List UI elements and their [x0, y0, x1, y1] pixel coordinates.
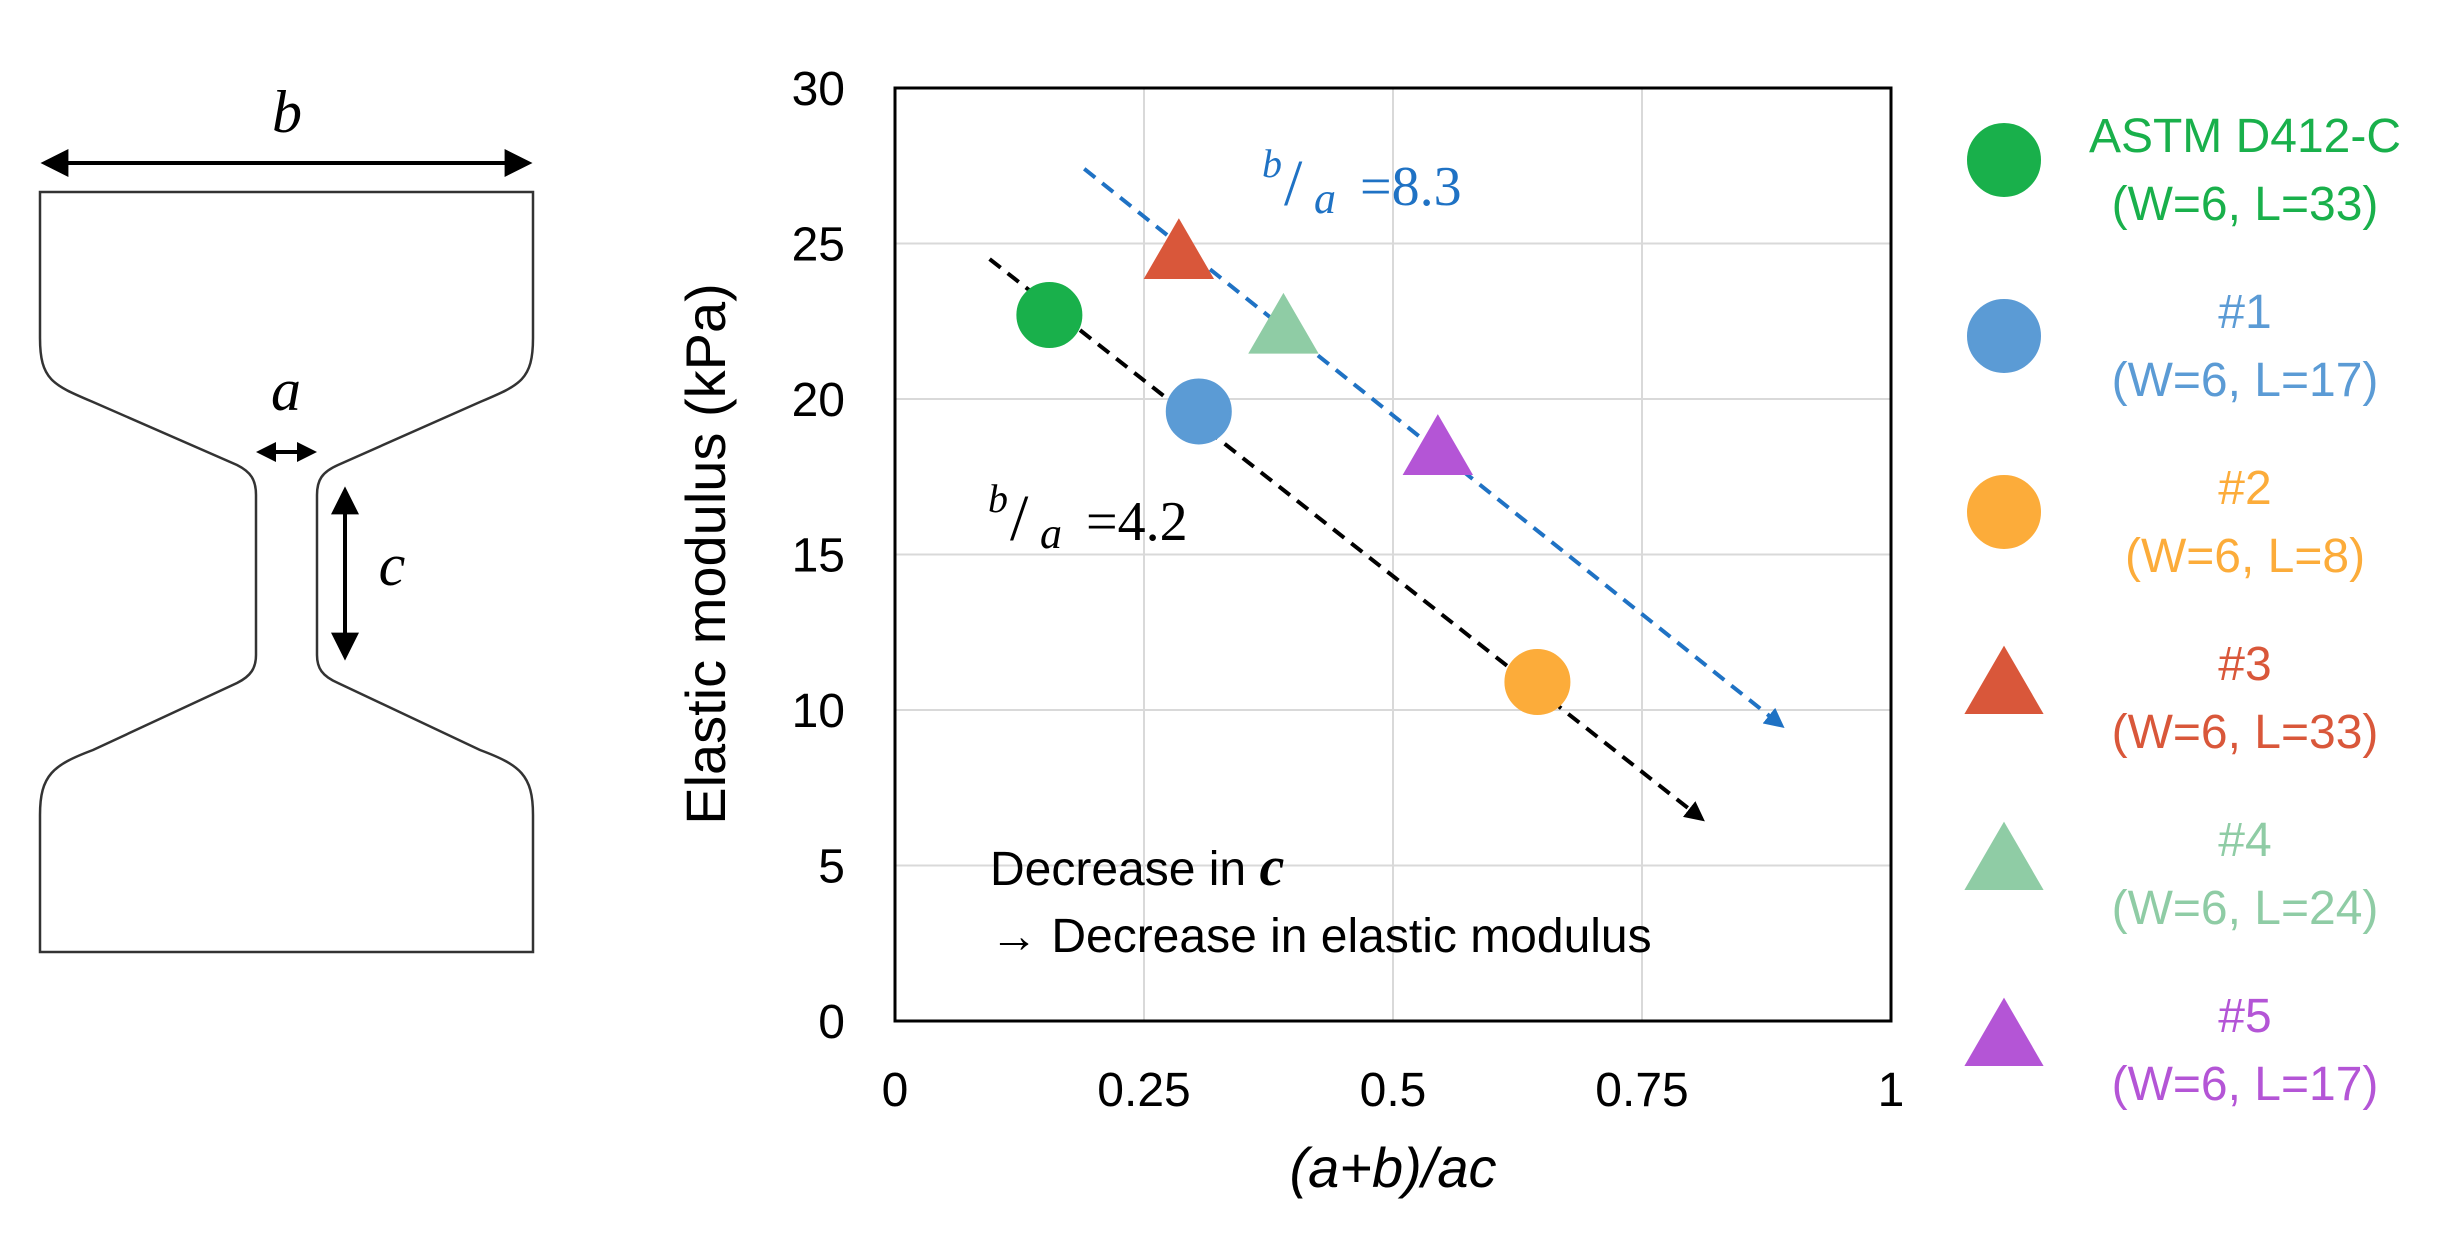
- legend-entry: #5 (W=6, L=17): [1964, 990, 2378, 1111]
- data-point: [1402, 414, 1474, 475]
- y-tick-label: 5: [818, 841, 845, 894]
- x-axis-label: (a+b)/ac: [1290, 1136, 1497, 1199]
- plot-area-frame: [893, 86, 1893, 1023]
- trend-line-label: b / a =8.3: [1262, 141, 1462, 223]
- legend-name: #2: [2218, 462, 2271, 515]
- trend-label-slash: /: [1284, 147, 1303, 220]
- legend-marker: [1967, 123, 2041, 197]
- c-label: c: [379, 532, 406, 598]
- legend-entry: #4 (W=6, L=24): [1964, 814, 2378, 935]
- x-tick-labels: 0 0.25 0.5 0.75 1: [882, 1064, 1905, 1117]
- data-point: [1165, 378, 1232, 445]
- y-tick-label: 20: [792, 374, 845, 427]
- dogbone-outline: [38, 190, 535, 954]
- legend-detail: (W=6, L=24): [2112, 882, 2379, 935]
- legend: ASTM D412-C (W=6, L=33) #1 (W=6, L=17) #2 (W=…: [1964, 110, 2401, 1111]
- legend-name: #3: [2218, 638, 2271, 691]
- legend-detail: (W=6, L=17): [2112, 354, 2379, 407]
- legend-name: #1: [2218, 286, 2271, 339]
- legend-detail: (W=6, L=17): [2112, 1058, 2379, 1111]
- trend-label-numerator: b: [1262, 141, 1282, 186]
- data-points: [1016, 218, 1571, 716]
- legend-name: #4: [2218, 814, 2271, 867]
- legend-detail: (W=6, L=8): [2125, 530, 2365, 583]
- trend-label-numerator: b: [988, 476, 1008, 521]
- annotation-line-2: → Decrease in elastic modulus: [990, 910, 1652, 963]
- gridlines: [894, 87, 1892, 1022]
- trend-label-slash: /: [1010, 482, 1029, 555]
- data-point: [1016, 282, 1083, 349]
- x-tick-label: 0.25: [1097, 1064, 1190, 1117]
- legend-marker: [1967, 299, 2041, 373]
- annotation-line-1: Decrease in c: [990, 836, 1284, 898]
- x-tick-label: 0.75: [1595, 1064, 1688, 1117]
- legend-marker: [1964, 997, 2044, 1066]
- trend-label-value: =4.2: [1086, 491, 1188, 553]
- x-tick-label: 0: [882, 1064, 909, 1117]
- y-tick-label: 15: [792, 530, 845, 583]
- data-point: [1248, 292, 1319, 354]
- annotation: Decrease in c → Decrease in elastic modu…: [990, 836, 1652, 963]
- specimen-diagram: b a c: [38, 79, 535, 954]
- annotation-prefix: Decrease in: [990, 843, 1259, 896]
- legend-marker: [1964, 821, 2044, 890]
- legend-entry: #3 (W=6, L=33): [1964, 638, 2378, 759]
- legend-name: #5: [2218, 990, 2271, 1043]
- y-axis-label: Elastic modulus (kPa): [674, 283, 737, 825]
- data-point: [1143, 218, 1215, 280]
- legend-detail: (W=6, L=33): [2112, 706, 2379, 759]
- y-tick-label: 30: [792, 63, 845, 116]
- x-tick-label: 0.5: [1360, 1064, 1427, 1117]
- scatter-chart: 0 5 10 15 20 25 30 0 0.25 0.5 0.75 1 Elastic modul…: [674, 63, 1904, 1199]
- legend-entry: #2 (W=6, L=8): [1967, 462, 2365, 583]
- y-tick-label: 10: [792, 685, 845, 738]
- b-label: b: [272, 79, 302, 145]
- legend-name: ASTM D412-C: [2089, 110, 2401, 163]
- trend-label-denominator: a: [1040, 509, 1062, 558]
- trend-label-value: =8.3: [1360, 156, 1462, 218]
- y-tick-label: 0: [818, 996, 845, 1049]
- x-tick-label: 1: [1878, 1064, 1905, 1117]
- trend-line-labels: b / a =8.3b / a =4.2: [988, 141, 1462, 558]
- legend-entry: ASTM D412-C (W=6, L=33): [1967, 110, 2401, 231]
- data-point: [1504, 649, 1571, 716]
- annotation-variable: c: [1259, 836, 1284, 898]
- y-tick-labels: 0 5 10 15 20 25 30: [792, 63, 845, 1049]
- a-label: a: [271, 357, 301, 423]
- trend-line: [988, 257, 1705, 822]
- trend-line-label: b / a =4.2: [988, 476, 1188, 558]
- trend-label-denominator: a: [1314, 174, 1336, 223]
- legend-marker: [1964, 645, 2044, 714]
- legend-detail: (W=6, L=33): [2112, 178, 2379, 231]
- legend-marker: [1967, 475, 2041, 549]
- legend-entry: #1 (W=6, L=17): [1967, 286, 2379, 407]
- y-tick-label: 25: [792, 219, 845, 272]
